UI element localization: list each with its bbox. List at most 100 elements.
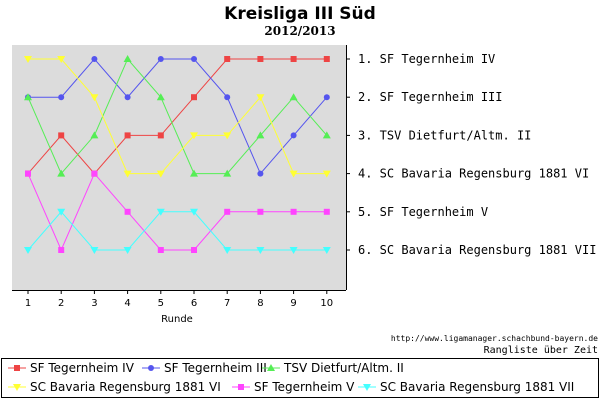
series-line [28,58,327,175]
series-sf-tegernheim-v [25,170,330,253]
data-point [57,169,66,177]
legend-label: SF Tegernheim III [164,361,267,375]
legend-label: TSV Dietfurt/Altm. II [283,361,404,375]
plot-area [12,45,346,290]
x-tick-label: 3 [91,298,97,309]
data-point [90,247,99,254]
data-point [322,131,331,139]
data-point [191,56,197,62]
legend-item: SC Bavaria Regensburg 1881 VI [8,380,221,394]
data-point [148,365,154,371]
data-point [223,247,232,254]
data-point [323,208,330,215]
legend-box [1,358,599,398]
data-point [257,56,264,62]
series-sc-bavaria-regensburg-1881-vi [24,56,331,178]
rank-label: 4. SC Bavaria Regensburg 1881 VI [358,167,589,181]
data-point [323,94,330,101]
data-point [257,170,264,177]
legend-item: SF Tegernheim III [142,361,267,375]
data-point [289,170,298,178]
data-point [223,169,232,177]
x-tick-label: 5 [158,298,164,309]
data-point [267,364,275,371]
x-ticks: 1 2 3 4 5 6 7 8 9 10 [25,290,333,309]
data-point [157,132,164,139]
rank-label: 1. SF Tegernheim IV [358,52,495,66]
data-point [289,247,298,254]
legend-label: SF Tegernheim IV [30,361,135,375]
data-point [58,247,65,253]
legend: SF Tegernheim IV SF Tegernheim III TSV Die… [8,361,574,394]
data-point [123,247,132,254]
legend-item: SF Tegernheim V [232,380,355,394]
data-point [24,247,32,254]
rank-label: 5. SF Tegernheim V [358,205,488,219]
chart-subtitle: 2012/2013 [264,24,335,38]
data-point [191,94,197,101]
x-tick-label: 10 [320,298,333,309]
data-point [156,208,165,216]
legend-label: SC Bavaria Regensburg 1881 VI [30,380,221,394]
data-point [289,93,298,101]
data-point [90,94,99,102]
y-ticks: 1. SF Tegernheim IV 2. SF Tegernheim III 3… [346,52,596,257]
data-point [224,208,231,215]
rank-label: 2. SF Tegernheim III [358,90,503,104]
data-point [58,132,65,139]
x-tick-label: 8 [257,298,263,309]
data-point [123,55,132,62]
data-point [223,132,232,140]
data-point [191,247,197,253]
legend-item: SF Tegernheim IV [8,361,135,375]
rank-label: 6. SC Bavaria Regensburg 1881 VII [358,243,596,257]
data-point [13,384,21,391]
data-point [322,247,331,254]
data-point [157,247,164,253]
data-point [190,132,198,140]
x-tick-label: 9 [290,298,296,309]
data-point [124,208,131,215]
data-point [256,131,265,139]
data-point [58,94,65,101]
series-line [27,211,327,251]
x-tick-label: 2 [58,298,64,309]
data-point [290,208,297,215]
data-point [156,93,165,101]
x-tick-label: 4 [124,298,130,309]
data-point [91,170,98,177]
chart-caption: Rangliste über Zeit [484,345,598,356]
data-point [290,56,297,62]
x-axis-label: Runde [161,314,193,325]
data-point [322,170,331,178]
data-point [123,170,132,178]
data-point [256,247,265,254]
data-point [124,132,131,139]
chart-title: Kreisliga III Süd [224,4,376,24]
data-point [25,170,31,177]
data-point [156,170,165,178]
series-sc-bavaria-regensburg-1881-vii [24,208,331,254]
data-point [224,94,231,101]
x-tick-label: 1 [25,298,31,309]
data-point [57,56,66,63]
data-point [256,94,265,102]
data-point [238,384,244,390]
legend-item: SC Bavaria Regensburg 1881 VII [358,380,574,394]
legend-item: TSV Dietfurt/Altm. II [262,361,404,375]
legend-label: SC Bavaria Regensburg 1881 VII [380,380,574,394]
data-point [90,131,99,139]
series-line [27,58,328,175]
data-point [91,56,98,62]
data-point [363,384,371,391]
data-point [14,365,20,371]
rank-label: 3. TSV Dietfurt/Altm. II [358,128,531,142]
data-point [257,208,264,215]
data-point [290,132,297,139]
series-layer [24,55,331,254]
data-point [190,208,198,216]
series-tsv-dietfurt-altm-ii [24,55,331,177]
data-point [157,56,164,62]
data-point [124,94,131,101]
